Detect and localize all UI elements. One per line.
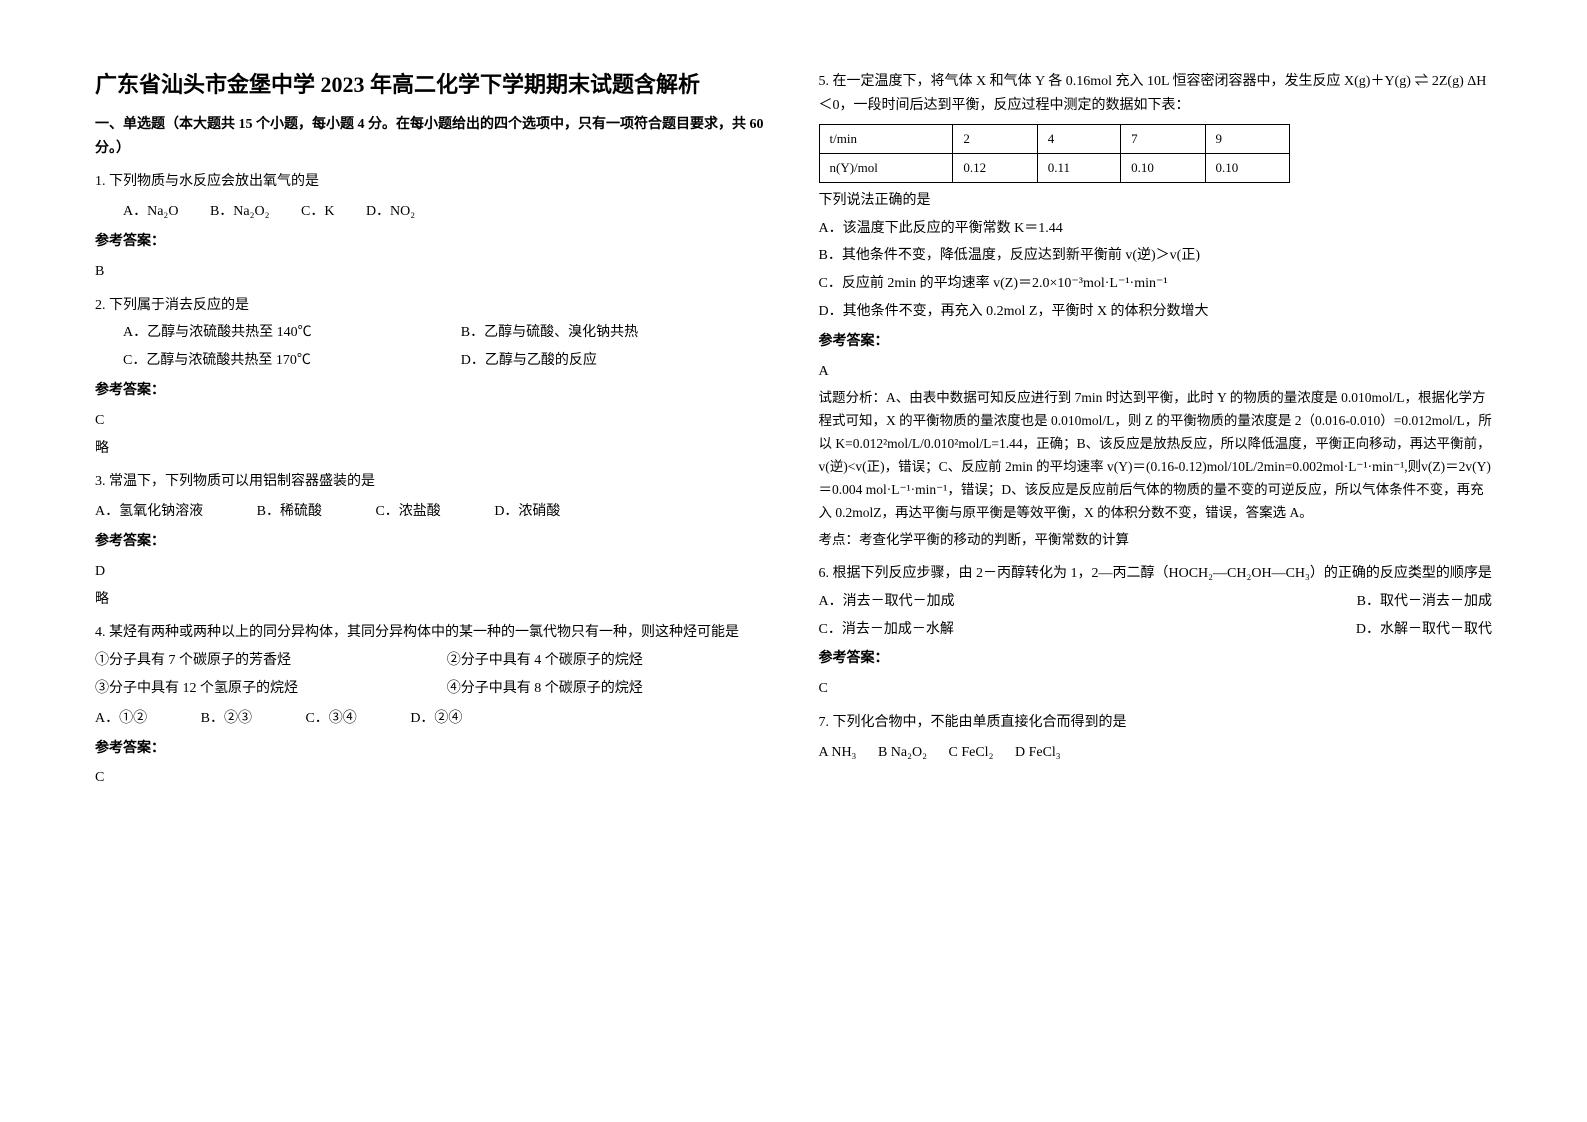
table-cell: 4 bbox=[1037, 124, 1120, 153]
table-cell: 7 bbox=[1121, 124, 1205, 153]
q2-opt-c: C．乙醇与浓硫酸共热至 170℃ bbox=[123, 349, 431, 373]
table-cell: 0.10 bbox=[1121, 153, 1205, 182]
right-column: 5. 在一定温度下，将气体 X 和气体 Y 各 0.16mol 充入 10L 恒… bbox=[819, 70, 1493, 1052]
q2-text: 2. 下列属于消去反应的是 bbox=[95, 294, 769, 318]
q5-data-table: t/min 2 4 7 9 n(Y)/mol 0.12 0.11 0.10 0.… bbox=[819, 124, 1290, 183]
q2-opt-b: B．乙醇与硫酸、溴化钠共热 bbox=[461, 321, 769, 345]
q6-opt-b: B．取代－消去－加成 bbox=[1357, 590, 1492, 614]
q3-answer-label: 参考答案： bbox=[95, 530, 769, 554]
q1-opt-a: A．Na₂O bbox=[123, 200, 178, 224]
q4-item-2: ②分子中具有 4 个碳原子的烷烃 bbox=[447, 649, 769, 673]
question-5: 5. 在一定温度下，将气体 X 和气体 Y 各 0.16mol 充入 10L 恒… bbox=[819, 70, 1493, 552]
q7-text: 7. 下列化合物中，不能由单质直接化合而得到的是 bbox=[819, 711, 1493, 735]
question-6: 6. 根据下列反应步骤，由 2－丙醇转化为 1，2—丙二醇（HOCH₂—CH₂O… bbox=[819, 562, 1493, 701]
q1-opt-b: B．Na₂O₂ bbox=[210, 200, 270, 224]
q1-opt-d: D．NO₂ bbox=[366, 200, 415, 224]
table-cell: 0.11 bbox=[1037, 153, 1120, 182]
q4-item-3: ③分子中具有 12 个氢原子的烷烃 bbox=[95, 677, 417, 701]
q1-options: A．Na₂O B．Na₂O₂ C．K D．NO₂ bbox=[95, 200, 769, 224]
q4-options: A．①② B．②③ C．③④ D．②④ bbox=[95, 707, 769, 731]
q6-opt-a: A．消去－取代－加成 bbox=[819, 590, 955, 614]
q4-item-1: ①分子具有 7 个碳原子的芳香烃 bbox=[95, 649, 417, 673]
q7-opt-d: D FeCl₃ bbox=[1015, 741, 1061, 765]
document-title: 广东省汕头市金堡中学 2023 年高二化学下学期期末试题含解析 bbox=[95, 70, 769, 101]
q2-note: 略 bbox=[95, 437, 769, 461]
q3-opt-c: C．浓盐酸 bbox=[375, 500, 440, 524]
q2-opt-d: D．乙醇与乙酸的反应 bbox=[461, 349, 769, 373]
q4-opt-d: D．②④ bbox=[410, 707, 462, 731]
q6-answer-label: 参考答案： bbox=[819, 647, 1493, 671]
q4-text: 4. 某烃有两种或两种以上的同分异构体，其同分异构体中的某一种的一氯代物只有一种… bbox=[95, 621, 769, 645]
question-3: 3. 常温下，下列物质可以用铝制容器盛装的是 A．氢氧化钠溶液 B．稀硫酸 C．… bbox=[95, 470, 769, 611]
question-4: 4. 某烃有两种或两种以上的同分异构体，其同分异构体中的某一种的一氯代物只有一种… bbox=[95, 621, 769, 790]
question-2: 2. 下列属于消去反应的是 A．乙醇与浓硫酸共热至 140℃ B．乙醇与硫酸、溴… bbox=[95, 294, 769, 461]
q5-opt-a: A．该温度下此反应的平衡常数 K＝1.44 bbox=[819, 217, 1493, 241]
q3-opt-a: A．氢氧化钠溶液 bbox=[95, 500, 203, 524]
q6-options-row2: C．消去－加成－水解 D．水解－取代－取代 bbox=[819, 618, 1493, 642]
q5-subtext: 下列说法正确的是 bbox=[819, 189, 1493, 213]
q4-opt-c: C．③④ bbox=[305, 707, 356, 731]
q5-opt-c: C．反应前 2min 的平均速率 v(Z)＝2.0×10⁻³mol·L⁻¹·mi… bbox=[819, 272, 1493, 296]
table-cell: t/min bbox=[819, 124, 953, 153]
q5-analysis: 试题分析：A、由表中数据可知反应进行到 7min 时达到平衡，此时 Y 的物质的… bbox=[819, 387, 1493, 525]
q1-answer-label: 参考答案： bbox=[95, 230, 769, 254]
question-1: 1. 下列物质与水反应会放出氧气的是 A．Na₂O B．Na₂O₂ C．K D．… bbox=[95, 170, 769, 283]
q5-text: 5. 在一定温度下，将气体 X 和气体 Y 各 0.16mol 充入 10L 恒… bbox=[819, 70, 1493, 118]
table-cell: 2 bbox=[953, 124, 1037, 153]
q4-item-4: ④分子中具有 8 个碳原子的烷烃 bbox=[447, 677, 769, 701]
question-7: 7. 下列化合物中，不能由单质直接化合而得到的是 A NH₃ B Na₂O₂ C… bbox=[819, 711, 1493, 765]
q4-answer-label: 参考答案： bbox=[95, 737, 769, 761]
q1-text: 1. 下列物质与水反应会放出氧气的是 bbox=[95, 170, 769, 194]
q3-text: 3. 常温下，下列物质可以用铝制容器盛装的是 bbox=[95, 470, 769, 494]
q6-text: 6. 根据下列反应步骤，由 2－丙醇转化为 1，2—丙二醇（HOCH₂—CH₂O… bbox=[819, 562, 1493, 586]
q7-options: A NH₃ B Na₂O₂ C FeCl₂ D FeCl₃ bbox=[819, 741, 1493, 765]
q1-opt-c: C．K bbox=[301, 200, 334, 224]
q2-answer: C bbox=[95, 409, 769, 433]
table-cell: 9 bbox=[1205, 124, 1289, 153]
table-row: n(Y)/mol 0.12 0.11 0.10 0.10 bbox=[819, 153, 1289, 182]
q3-opt-d: D．浓硝酸 bbox=[494, 500, 560, 524]
table-cell: 0.10 bbox=[1205, 153, 1289, 182]
q5-answer: A bbox=[819, 360, 1493, 384]
q3-opt-b: B．稀硫酸 bbox=[257, 500, 322, 524]
section-header: 一、单选题（本大题共 15 个小题，每小题 4 分。在每小题给出的四个选项中，只… bbox=[95, 113, 769, 161]
table-cell: n(Y)/mol bbox=[819, 153, 953, 182]
left-column: 广东省汕头市金堡中学 2023 年高二化学下学期期末试题含解析 一、单选题（本大… bbox=[95, 70, 769, 1052]
q5-opt-d: D．其他条件不变，再充入 0.2mol Z，平衡时 X 的体积分数增大 bbox=[819, 300, 1493, 324]
q3-note: 略 bbox=[95, 588, 769, 612]
q4-items: ①分子具有 7 个碳原子的芳香烃 ②分子中具有 4 个碳原子的烷烃 ③分子中具有… bbox=[95, 649, 769, 701]
q2-answer-label: 参考答案： bbox=[95, 379, 769, 403]
q2-options: A．乙醇与浓硫酸共热至 140℃ B．乙醇与硫酸、溴化钠共热 C．乙醇与浓硫酸共… bbox=[95, 321, 769, 373]
q4-opt-b: B．②③ bbox=[201, 707, 252, 731]
q6-opt-c: C．消去－加成－水解 bbox=[819, 618, 954, 642]
q6-answer: C bbox=[819, 677, 1493, 701]
q3-answer: D bbox=[95, 560, 769, 584]
q7-opt-b: B Na₂O₂ bbox=[878, 741, 927, 765]
q4-opt-a: A．①② bbox=[95, 707, 147, 731]
q4-answer: C bbox=[95, 766, 769, 790]
table-row: t/min 2 4 7 9 bbox=[819, 124, 1289, 153]
q2-opt-a: A．乙醇与浓硫酸共热至 140℃ bbox=[123, 321, 431, 345]
q5-opt-b: B．其他条件不变，降低温度，反应达到新平衡前 v(逆)＞v(正) bbox=[819, 244, 1493, 268]
q5-answer-label: 参考答案： bbox=[819, 330, 1493, 354]
q7-opt-a: A NH₃ bbox=[819, 741, 857, 765]
q5-keypoint: 考点：考查化学平衡的移动的判断，平衡常数的计算 bbox=[819, 529, 1493, 552]
q7-opt-c: C FeCl₂ bbox=[949, 741, 994, 765]
q1-answer: B bbox=[95, 260, 769, 284]
q3-options: A．氢氧化钠溶液 B．稀硫酸 C．浓盐酸 D．浓硝酸 bbox=[95, 500, 769, 524]
table-cell: 0.12 bbox=[953, 153, 1037, 182]
q6-opt-d: D．水解－取代－取代 bbox=[1356, 618, 1492, 642]
q6-options-row1: A．消去－取代－加成 B．取代－消去－加成 bbox=[819, 590, 1493, 614]
